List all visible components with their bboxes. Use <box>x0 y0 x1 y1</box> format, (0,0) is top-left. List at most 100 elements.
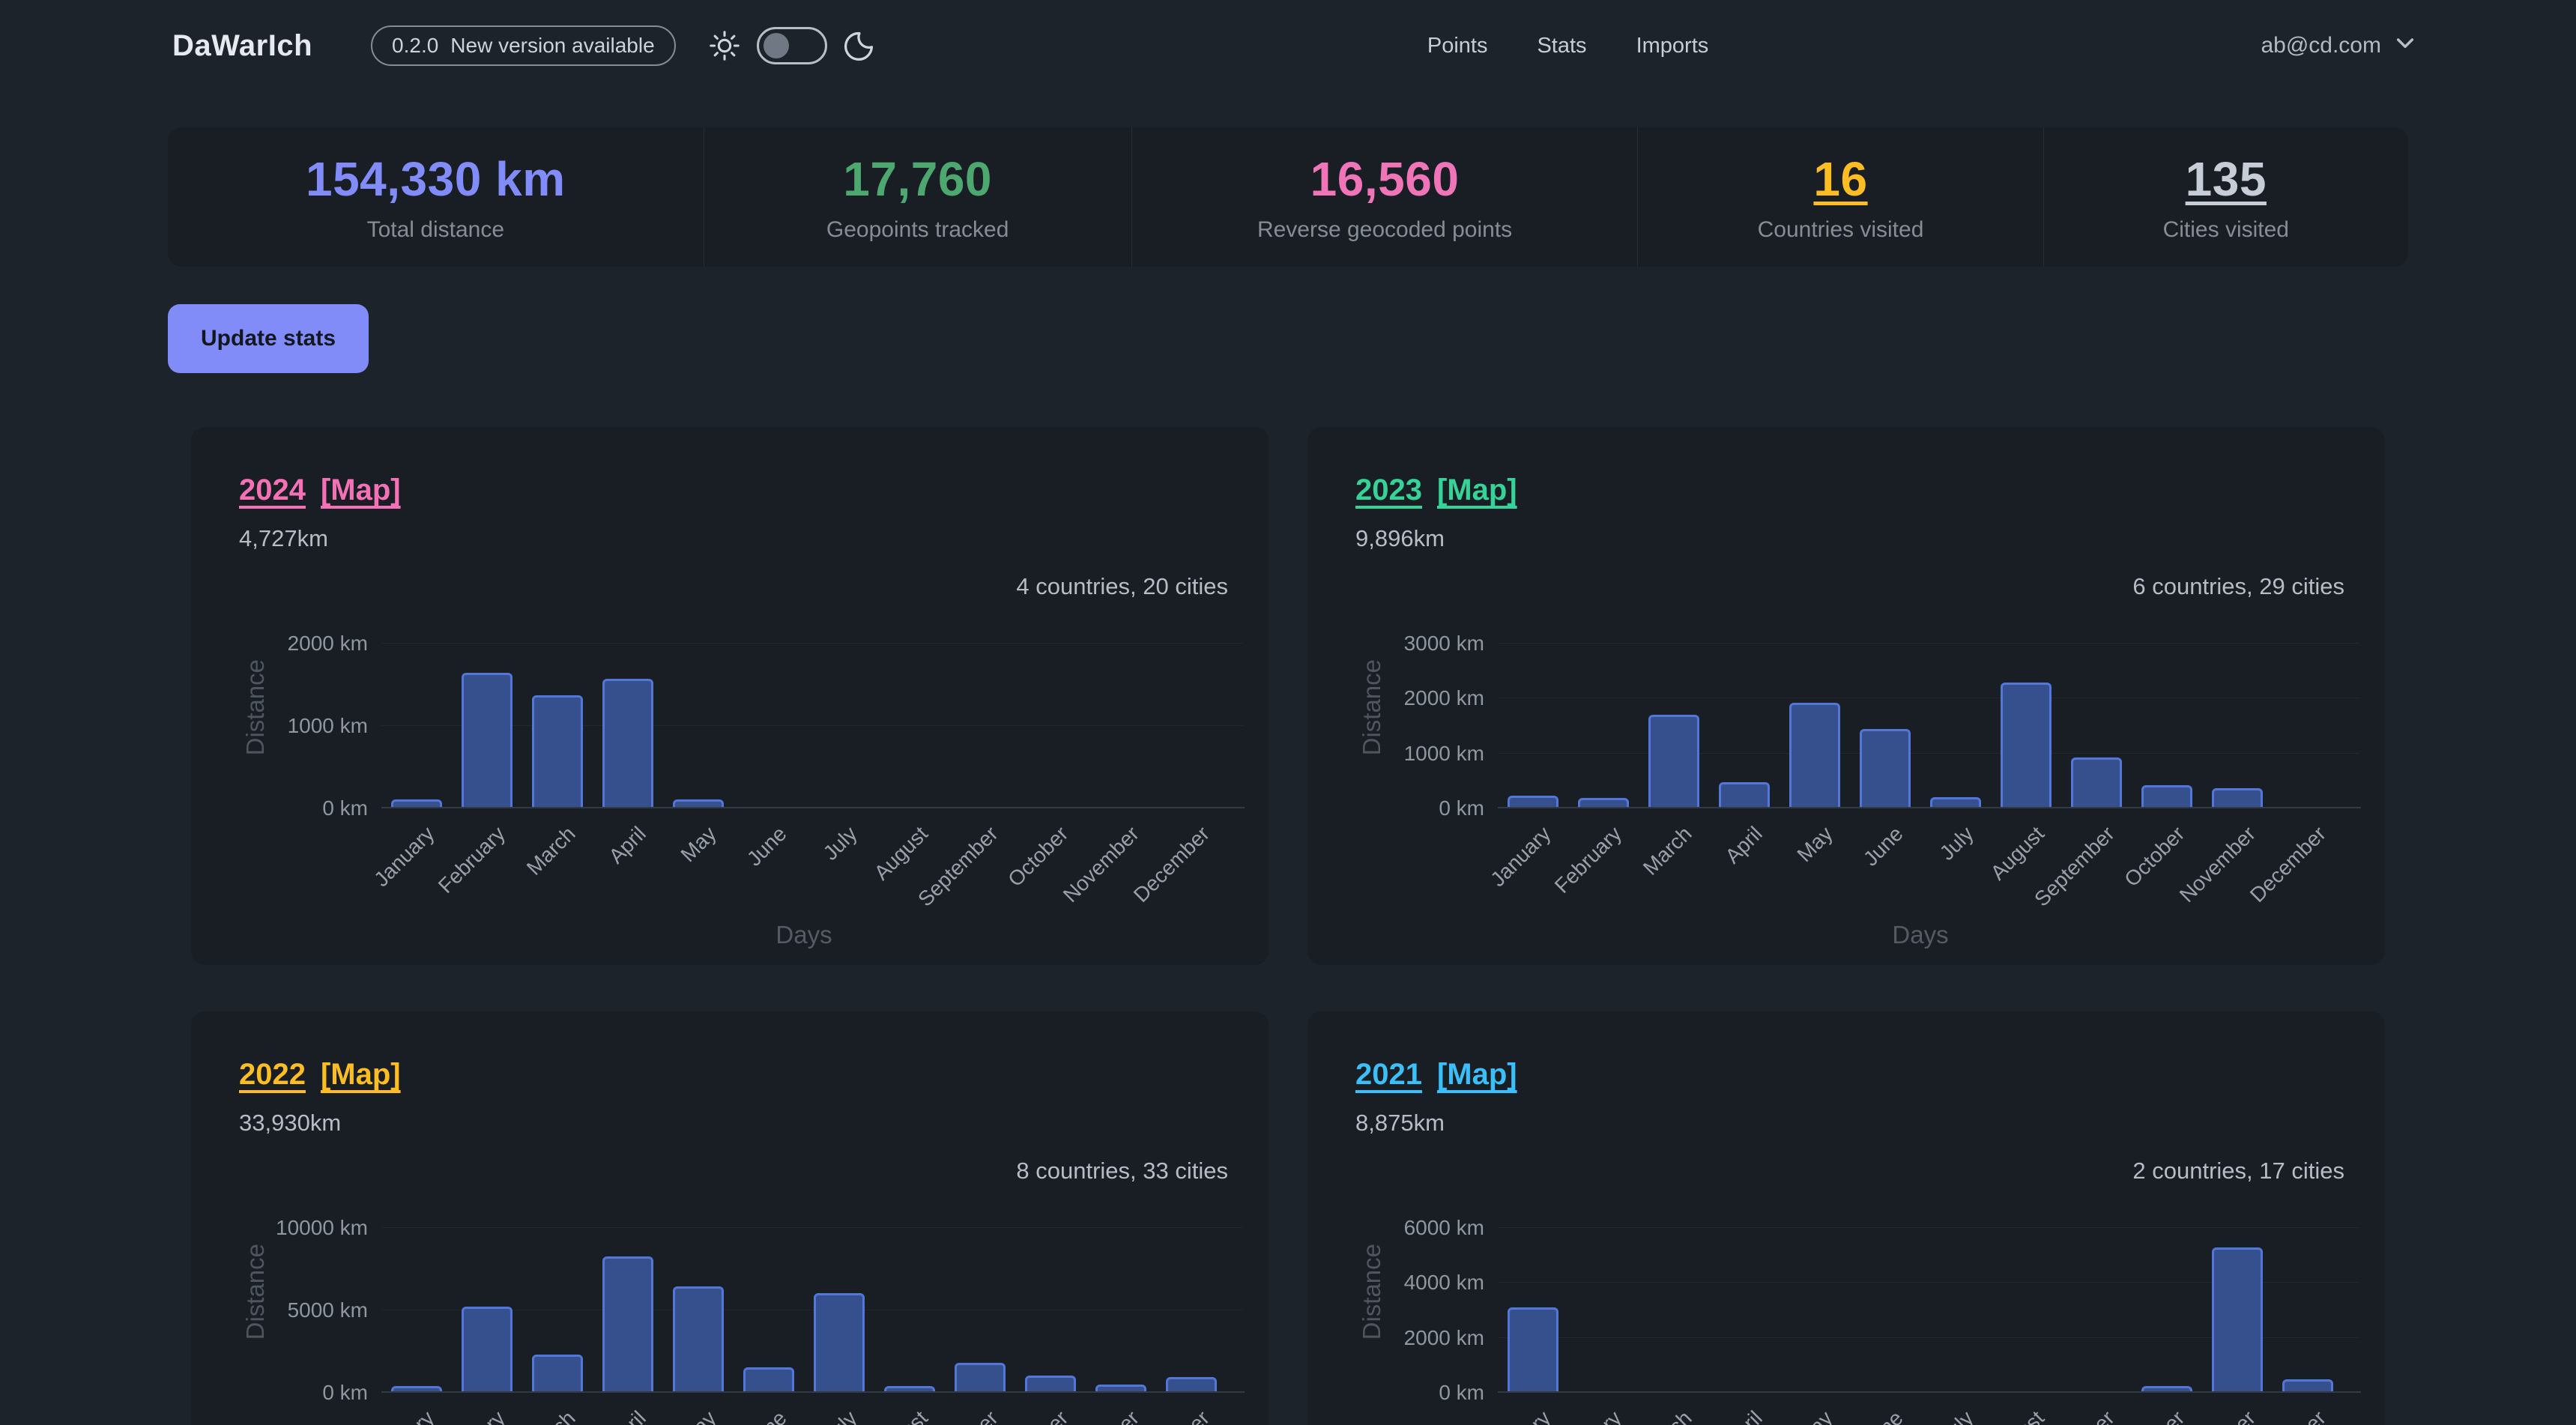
nav-link-imports[interactable]: Imports <box>1636 33 1709 58</box>
map-link-2021[interactable]: [Map] <box>1436 1058 1517 1091</box>
month-label: October <box>1003 822 1073 892</box>
y-tick: 2000 km <box>287 632 368 655</box>
bar-January[interactable] <box>391 799 442 807</box>
version-badge[interactable]: 0.2.0 New version available <box>371 25 676 66</box>
gridline <box>1498 1227 2359 1228</box>
month-label: June <box>743 1406 792 1425</box>
bar-January[interactable] <box>1508 1307 1558 1391</box>
theme-toggle-knob <box>763 33 789 58</box>
bar-March[interactable] <box>1648 714 1699 807</box>
bar-June[interactable] <box>1860 728 1911 807</box>
nav-link-points[interactable]: Points <box>1427 33 1488 58</box>
month-label: January <box>370 1406 440 1425</box>
x-axis-line <box>1498 807 2361 808</box>
y-tick: 4000 km <box>1403 1271 1484 1295</box>
year-link-2022[interactable]: 2022 <box>239 1058 306 1091</box>
days-axis-label: Days <box>1892 921 1949 949</box>
month-label: July <box>1935 1406 1979 1425</box>
month-label: May <box>676 822 721 867</box>
bar-August[interactable] <box>2001 683 2052 807</box>
bar-February[interactable] <box>462 1306 513 1391</box>
bar-March[interactable] <box>532 1354 583 1391</box>
stat-label-geopoints-tracked: Geopoints tracked <box>826 217 1009 242</box>
distance-axis-label: Distance <box>1358 1243 1385 1340</box>
bar-May[interactable] <box>1789 702 1840 807</box>
month-label: May <box>1793 1406 1838 1425</box>
main-nav: Points Stats Imports <box>1427 34 1708 58</box>
map-link-2023[interactable]: [Map] <box>1436 474 1517 506</box>
chart-plot: Distance 0 km 2000 km 4000 km 6000 km January… <box>1358 1190 2361 1425</box>
bar-May[interactable] <box>673 799 724 807</box>
y-tick: 3000 km <box>1403 632 1484 655</box>
month-label: June <box>1859 822 1908 871</box>
stat-value-cities-visited[interactable]: 135 <box>2185 152 2267 206</box>
sun-icon <box>707 28 742 63</box>
bar-July[interactable] <box>1930 796 1981 807</box>
year-link-2023[interactable]: 2023 <box>1355 474 1422 506</box>
bar-April[interactable] <box>602 1256 653 1391</box>
month-label: February <box>1549 822 1626 898</box>
year-link-2021[interactable]: 2021 <box>1355 1058 1422 1091</box>
nav-link-stats[interactable]: Stats <box>1537 33 1587 58</box>
stat-value-countries-visited[interactable]: 16 <box>1813 152 1868 206</box>
bar-September[interactable] <box>2071 757 2122 807</box>
gridline <box>381 643 1243 644</box>
bar-December[interactable] <box>1166 1376 1217 1391</box>
year-summary: 6 countries, 29 cities <box>2132 573 2344 599</box>
bar-December[interactable] <box>2282 1379 2333 1391</box>
bar-February[interactable] <box>462 672 513 807</box>
map-link-2024[interactable]: [Map] <box>320 474 401 506</box>
days-axis-label: Days <box>775 921 832 949</box>
year-summary: 2 countries, 17 cities <box>2132 1158 2344 1184</box>
year-cards-grid: 2024 [Map] 4,727km 4 countries, 20 cities Di… <box>191 427 2385 1425</box>
month-label: March <box>1639 1406 1697 1425</box>
stat-geopoints-tracked: 17,760 Geopoints tracked <box>703 127 1131 267</box>
map-link-2022[interactable]: [Map] <box>320 1058 401 1091</box>
month-label: July <box>1935 822 1978 865</box>
bar-November[interactable] <box>1095 1385 1146 1391</box>
gridline <box>1498 1337 2359 1338</box>
year-card-title: 2024 [Map] <box>239 474 1228 507</box>
year-card-2022: 2022 [Map] 33,930km 8 countries, 33 cities D… <box>191 1011 1269 1425</box>
bar-February[interactable] <box>1578 797 1629 807</box>
month-label: January <box>1487 1406 1556 1425</box>
chart-plot: Distance 0 km 1000 km 2000 km January Februar… <box>241 606 1245 949</box>
update-stats-button[interactable]: Update stats <box>168 304 369 373</box>
x-axis-line <box>381 1391 1245 1393</box>
bar-November[interactable] <box>2212 1247 2263 1391</box>
stat-value-reverse-geocoded-points: 16,560 <box>1310 152 1460 206</box>
bar-November[interactable] <box>2212 788 2263 807</box>
month-label: March <box>521 822 580 880</box>
year-total-distance: 4,727km <box>239 525 328 551</box>
theme-toggle[interactable] <box>756 27 827 64</box>
bar-September[interactable] <box>955 1362 1006 1391</box>
bar-January[interactable] <box>391 1386 442 1391</box>
user-menu[interactable]: ab@cd.com <box>2261 31 2417 61</box>
bar-March[interactable] <box>532 695 583 807</box>
bar-January[interactable] <box>1508 796 1558 807</box>
bar-October[interactable] <box>2141 784 2192 807</box>
year-total-distance: 9,896km <box>1355 525 1445 551</box>
month-label: July <box>819 1406 862 1425</box>
month-label: January <box>369 822 439 892</box>
app-logo[interactable]: DaWarIch <box>172 28 313 62</box>
month-label: April <box>604 822 650 868</box>
stat-total-distance: 154,330 km Total distance <box>168 127 704 267</box>
version-number: 0.2.0 <box>392 34 439 57</box>
year-card-title: 2022 [Map] <box>239 1058 1228 1092</box>
bar-April[interactable] <box>602 678 653 807</box>
bar-April[interactable] <box>1719 782 1770 807</box>
month-label: March <box>522 1406 581 1425</box>
gridline <box>1498 752 2359 754</box>
stat-label-countries-visited: Countries visited <box>1757 217 1924 242</box>
bar-October[interactable] <box>2141 1386 2192 1391</box>
year-link-2024[interactable]: 2024 <box>239 474 306 506</box>
bar-May[interactable] <box>673 1286 724 1391</box>
bar-October[interactable] <box>1025 1376 1076 1391</box>
year-card-2021: 2021 [Map] 8,875km 2 countries, 17 cities Di… <box>1307 1011 2385 1425</box>
bar-July[interactable] <box>814 1293 865 1391</box>
bar-August[interactable] <box>884 1386 935 1391</box>
year-card-2023: 2023 [Map] 9,896km 6 countries, 29 cities Di… <box>1307 427 2385 965</box>
bar-June[interactable] <box>743 1367 794 1391</box>
chart-plot: Distance 0 km 5000 km 10000 km JanuaryFebrua… <box>241 1190 1245 1425</box>
